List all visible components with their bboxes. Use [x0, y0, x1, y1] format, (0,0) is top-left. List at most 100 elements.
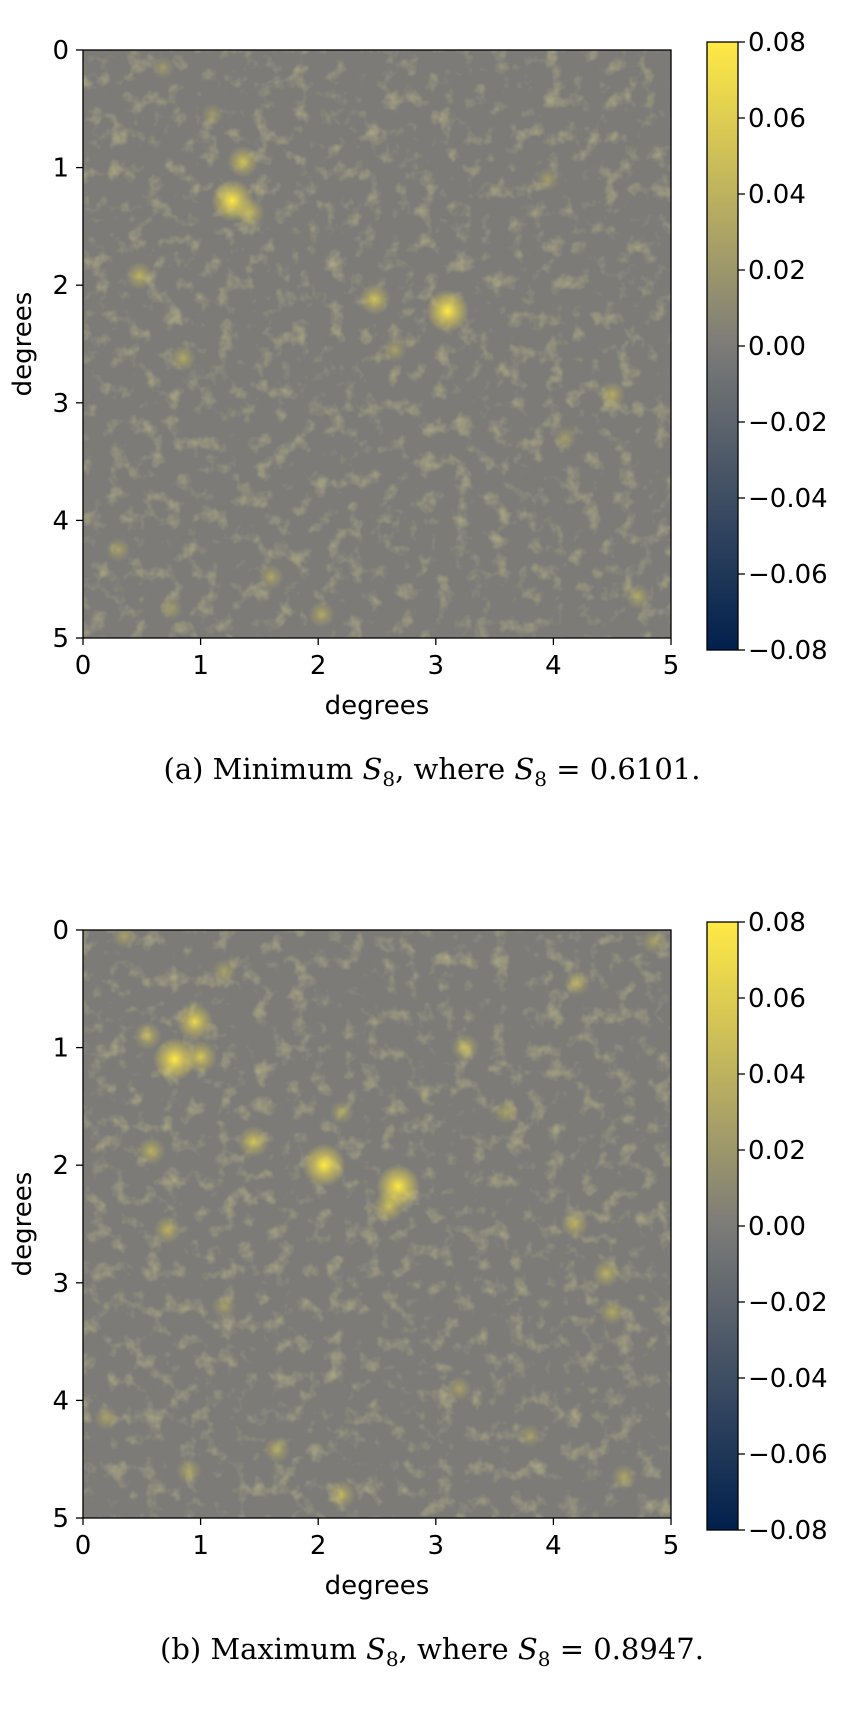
heatmap-hotspot: [598, 380, 626, 409]
caption-a: (a) Minimum S8, where S8 = 0.6101.: [0, 752, 864, 791]
caption-prefix: (a) Minimum: [163, 752, 363, 786]
y-axis-label: degrees: [8, 292, 38, 397]
colorbar-tick-label: 0.06: [748, 984, 806, 1014]
colorbar-tick-label: −0.02: [748, 1288, 828, 1318]
caption-middle: , where: [398, 1632, 518, 1666]
caption-symbol: S: [365, 1632, 386, 1666]
heatmap-hotspot: [175, 1458, 202, 1484]
y-tick-label: 3: [52, 389, 69, 419]
y-tick-label: 1: [52, 1034, 69, 1064]
heatmap-hotspot: [211, 1293, 237, 1319]
caption-value: = 0.8947.: [550, 1632, 704, 1666]
x-tick-label: 2: [310, 651, 327, 681]
heatmap-hotspot: [258, 563, 285, 590]
heatmap-hotspot: [382, 337, 408, 363]
heatmap-hotspot: [153, 1215, 182, 1245]
y-tick-label: 2: [52, 271, 69, 301]
heatmap-hotspot: [329, 1099, 355, 1125]
heatmap-hotspot: [446, 1376, 472, 1402]
x-tick-label: 2: [310, 1531, 327, 1561]
heatmap-hotspot: [451, 1033, 480, 1062]
heatmap-hotspot: [137, 1136, 166, 1166]
x-tick-label: 0: [75, 651, 92, 681]
heatmap-hotspot: [302, 1143, 346, 1187]
plot-frame: [82, 49, 672, 639]
heatmap-hotspot: [553, 426, 578, 450]
heatmap-hotspot: [94, 1405, 119, 1431]
caption-subscript-2: 8: [534, 766, 548, 791]
heatmap-hotspot: [372, 1190, 405, 1223]
caption-symbol-2: S: [517, 1632, 538, 1666]
colorbar-tick-label: −0.08: [748, 1516, 828, 1546]
y-tick-label: 1: [52, 154, 69, 184]
y-tick-label: 0: [52, 916, 69, 946]
heatmap-hotspot: [125, 261, 154, 290]
caption-middle: , where: [395, 752, 515, 786]
heatmap-hotspot: [263, 1436, 291, 1464]
caption-symbol: S: [362, 752, 383, 786]
heatmap-hotspot: [625, 583, 651, 610]
caption-subscript-2: 8: [537, 1646, 551, 1671]
heatmap-hotspot: [560, 1209, 589, 1239]
colorbar-tick-label: 0.04: [748, 1060, 806, 1090]
caption-value: = 0.6101.: [547, 752, 701, 786]
y-tick-label: 4: [52, 506, 69, 536]
colorbar-tick-label: 0.04: [748, 180, 806, 210]
x-tick-label: 3: [428, 651, 445, 681]
x-tick-label: 3: [428, 1531, 445, 1561]
heatmap-hotspot: [200, 103, 224, 127]
heatmap-chart-a: 0 1 2 3 4 5012345degreesdegrees0.080.060.040.…: [8, 28, 828, 721]
x-axis-label: degrees: [325, 1571, 430, 1601]
x-tick-label: 5: [663, 651, 680, 681]
heatmap-hotspot: [227, 145, 259, 178]
heatmap-texture: [83, 50, 671, 638]
hotspot-layer: [94, 930, 666, 1509]
heatmap-hotspot: [611, 1463, 637, 1490]
colorbar-tick-label: −0.06: [748, 1440, 828, 1470]
heatmap-hotspot: [308, 601, 335, 628]
caption-prefix: (b) Maximum: [160, 1632, 366, 1666]
caption-symbol-2: S: [514, 752, 535, 786]
y-tick-label: 3: [52, 1269, 69, 1299]
y-tick-label: 2: [52, 1151, 69, 1181]
x-tick-label: 0: [75, 1531, 92, 1561]
y-tick-label: 0: [52, 36, 69, 66]
colorbar-tick-label: −0.08: [748, 636, 828, 666]
colorbar-tick-label: 0.02: [748, 256, 806, 286]
heatmap-hotspot: [518, 1423, 542, 1448]
caption-subscript: 8: [385, 1646, 399, 1671]
figure-panel-b: 0 1 2 3 4 5 0 1 2 3 4 5 degrees degrees 0.08 0.06 0.04 0.…: [0, 880, 864, 1720]
x-tick-label: 1: [192, 1531, 209, 1561]
caption-subscript: 8: [382, 766, 396, 791]
heatmap-hotspot: [169, 344, 197, 372]
colorbar-tick-label: −0.06: [748, 560, 828, 590]
heatmap-hotspot: [133, 1021, 162, 1050]
heatmap-hotspot: [237, 1125, 270, 1158]
colorbar-tick-label: 0.08: [748, 908, 806, 938]
y-axis-label: degrees: [8, 1172, 38, 1277]
heatmap-hotspot: [153, 1037, 197, 1082]
colorbar-tick-label: 0.02: [748, 1136, 806, 1166]
x-axis-label: degrees: [325, 691, 430, 721]
x-tick-label: 5: [663, 1531, 680, 1561]
heatmap-hotspot: [151, 56, 175, 80]
x-tick-label: 4: [545, 651, 562, 681]
heatmap-hotspot: [563, 969, 591, 997]
colorbar-tick-label: 0.00: [748, 332, 806, 362]
heatmap-hotspot: [211, 958, 237, 984]
y-tick-label: 4: [52, 1386, 69, 1416]
heatmap-hotspot: [159, 596, 184, 621]
x-tick-label: 1: [192, 651, 209, 681]
colorbar-tick-label: −0.02: [748, 408, 828, 438]
figure-panel-a: 0 1 2 3 4 5 0 1 2 3 4 5 degrees degrees 0.08 0.06 0.04 0.…: [0, 0, 864, 840]
x-tick-label: 4: [545, 1531, 562, 1561]
y-tick-label: 5: [52, 1504, 69, 1534]
colorbar-tick-label: 0.08: [748, 28, 806, 58]
heatmap-hotspot: [640, 930, 666, 955]
caption-b: (b) Maximum S8, where S8 = 0.8947.: [0, 1632, 864, 1671]
heatmap-hotspot: [176, 1003, 214, 1041]
heatmap-chart-b: 0 1 2 3 4 5012345degreesdegrees0.080.060.040.…: [8, 908, 828, 1601]
heatmap-hotspot: [234, 197, 265, 228]
colorbar: [706, 921, 739, 1531]
colorbar-tick-label: 0.00: [748, 1212, 806, 1242]
